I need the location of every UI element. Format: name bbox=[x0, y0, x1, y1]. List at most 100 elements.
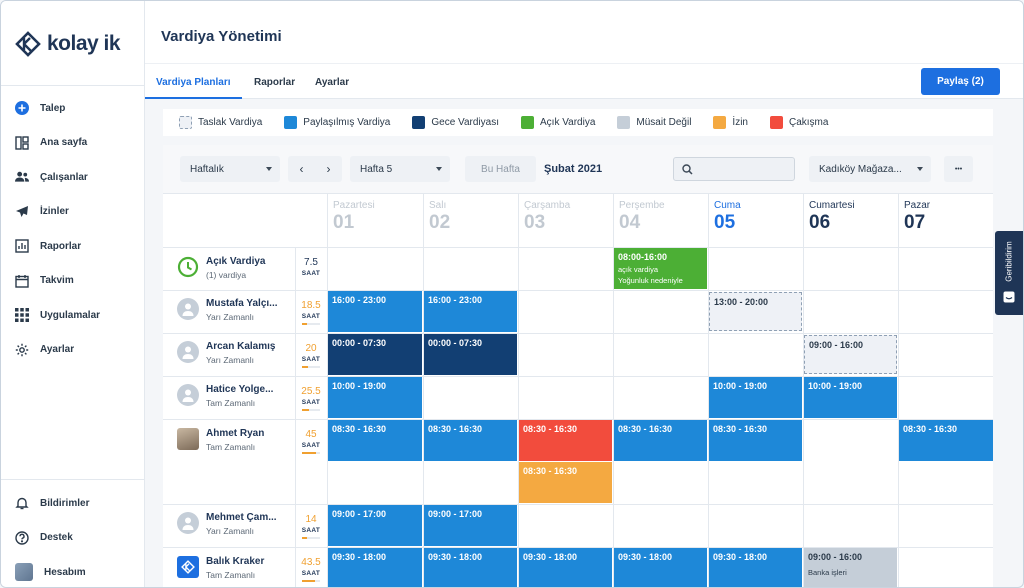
view-select-value: Haftalık bbox=[190, 163, 224, 175]
shift-block[interactable]: 08:30 - 16:30 bbox=[899, 420, 993, 461]
shift-block[interactable]: 08:30 - 16:30 bbox=[709, 420, 802, 461]
share-button[interactable]: Paylaş (2) bbox=[921, 68, 1000, 95]
sidebar-item-izinler[interactable]: İzinler bbox=[1, 195, 144, 230]
hours-summary: 20 SAAT bbox=[295, 343, 327, 368]
location-select[interactable]: Kadıköy Mağaza... bbox=[809, 156, 931, 182]
employee-name: Hatice Yolge... bbox=[206, 384, 274, 395]
bell-icon bbox=[15, 496, 29, 510]
shift-block[interactable]: 10:00 - 19:00 bbox=[804, 377, 897, 418]
shift-block[interactable]: 09:00 - 17:00 bbox=[328, 505, 422, 546]
shift-block[interactable]: 16:00 - 23:00 bbox=[328, 291, 422, 332]
sidebar-item-talep[interactable]: Talep bbox=[1, 91, 144, 126]
shift-conflict[interactable]: 08:30 - 16:30 bbox=[519, 420, 612, 461]
shift-note: Banka işleri bbox=[808, 568, 847, 577]
grid-line bbox=[163, 504, 993, 505]
tab-raporlar[interactable]: Raporlar bbox=[254, 77, 296, 88]
avatar bbox=[177, 298, 199, 320]
kolay-logo-icon bbox=[15, 31, 41, 57]
sidebar-item-takvim[interactable]: Takvim bbox=[1, 264, 144, 299]
brand-logo[interactable]: kolay ik bbox=[15, 31, 121, 57]
sidebar-item-label: Takvim bbox=[40, 275, 74, 287]
employee-name: Ahmet Ryan bbox=[206, 428, 265, 439]
feedback-icon bbox=[1003, 291, 1015, 303]
employee-row-label[interactable]: Ahmet Ryan Tam Zamanlı bbox=[177, 425, 264, 452]
tab-vardiya-planlari[interactable]: Vardiya Planları bbox=[145, 64, 242, 99]
shift-unavailable[interactable]: 09:00 - 16:00 Banka işleri bbox=[804, 548, 897, 587]
sidebar-item-raporlar[interactable]: Raporlar bbox=[1, 229, 144, 264]
legend-label: Açık Vardiya bbox=[540, 117, 596, 128]
this-week-button[interactable]: Bu Hafta bbox=[465, 156, 536, 182]
legend-item: Çakışma bbox=[769, 116, 828, 129]
hours-progress bbox=[302, 366, 320, 368]
employee-row-label[interactable]: Hatice Yolge... Tam Zamanlı bbox=[177, 381, 273, 408]
search-input[interactable] bbox=[673, 157, 795, 181]
shift-block[interactable]: 09:00 - 17:00 bbox=[424, 505, 517, 546]
shift-open[interactable]: 08:00-16:00 açık vardiya Yoğunluk nedeni… bbox=[614, 248, 707, 289]
divider bbox=[1, 479, 144, 480]
hours-progress bbox=[302, 580, 320, 582]
shift-block[interactable]: 09:30 - 18:00 bbox=[519, 548, 612, 587]
sidebar-item-label: Destek bbox=[40, 532, 73, 544]
hours-summary: 18.5 SAAT bbox=[295, 300, 327, 325]
day-name: Cumartesi bbox=[809, 200, 855, 211]
employee-row-label[interactable]: Mustafa Yalçı... Yarı Zamanlı bbox=[177, 295, 278, 322]
sidebar-item-ayarlar[interactable]: Ayarlar bbox=[1, 333, 144, 368]
sidebar-item-label: Ayarlar bbox=[40, 344, 75, 356]
avatar bbox=[177, 428, 199, 450]
avatar bbox=[177, 512, 199, 534]
shift-block[interactable]: 10:00 - 19:00 bbox=[709, 377, 802, 418]
feedback-tab[interactable]: Geribildirim bbox=[995, 231, 1023, 315]
hours-progress bbox=[302, 409, 320, 411]
shift-block[interactable]: 09:30 - 18:00 bbox=[328, 548, 422, 587]
shift-draft[interactable]: 09:00 - 16:00 bbox=[804, 335, 897, 374]
day-number: 02 bbox=[429, 212, 451, 233]
hours-summary: 7.5 SAAT bbox=[295, 257, 327, 277]
chevron-left-icon[interactable]: ‹ bbox=[299, 162, 304, 176]
shift-block[interactable]: 09:30 - 18:00 bbox=[614, 548, 707, 587]
hours-progress-fill bbox=[302, 323, 308, 325]
employee-type: Tam Zamanlı bbox=[206, 442, 256, 452]
view-select[interactable]: Haftalık bbox=[180, 156, 280, 182]
search-icon bbox=[682, 164, 693, 175]
shift-block[interactable]: 10:00 - 19:00 bbox=[328, 377, 422, 418]
sidebar-item-uygulamalar[interactable]: Uygulamalar bbox=[1, 298, 144, 333]
sidebar-item-destek[interactable]: Destek bbox=[1, 521, 144, 556]
shift-legend: Taslak Vardiya Paylaşılmış Vardiya Gece … bbox=[163, 109, 993, 136]
shift-block[interactable]: 09:30 - 18:00 bbox=[424, 548, 517, 587]
week-select[interactable]: Hafta 5 bbox=[350, 156, 450, 182]
chevron-right-icon[interactable]: › bbox=[326, 162, 331, 176]
grid-line bbox=[613, 247, 614, 587]
day-name: Çarşamba bbox=[524, 200, 571, 211]
apps-grid-icon bbox=[15, 308, 29, 323]
sidebar-item-hesabim[interactable]: Hesabım bbox=[1, 555, 144, 587]
help-icon bbox=[15, 531, 29, 545]
date-label: Şubat 2021 bbox=[544, 163, 603, 175]
tab-ayarlar[interactable]: Ayarlar bbox=[315, 77, 350, 88]
sidebar-item-ana-sayfa[interactable]: Ana sayfa bbox=[1, 126, 144, 161]
employee-row-label[interactable]: Arcan Kalamış Yarı Zamanlı bbox=[177, 338, 275, 365]
legend-swatch bbox=[179, 116, 192, 129]
sidebar-item-label: İzinler bbox=[40, 206, 69, 218]
plus-circle-icon bbox=[15, 101, 29, 116]
day-number: 03 bbox=[524, 212, 546, 233]
shift-night[interactable]: 00:00 - 07:30 bbox=[328, 334, 422, 375]
row-sub: (1) vardiya bbox=[206, 270, 247, 280]
shift-block[interactable]: 16:00 - 23:00 bbox=[424, 291, 517, 332]
shift-block[interactable]: 08:30 - 16:30 bbox=[614, 420, 707, 461]
hours-summary: 14 SAAT bbox=[295, 514, 327, 539]
feedback-label: Geribildirim bbox=[1004, 241, 1014, 282]
shift-leave[interactable]: 08:30 - 16:30 bbox=[519, 462, 612, 503]
sidebar-item-calisanlar[interactable]: Çalışanlar bbox=[1, 160, 144, 195]
employee-row-label[interactable]: Balık Kraker Tam Zamanlı bbox=[177, 553, 264, 580]
shift-night[interactable]: 00:00 - 07:30 bbox=[424, 334, 517, 375]
more-options-button[interactable]: ••• bbox=[944, 156, 973, 182]
day-header-sat: Cumartesi 06 bbox=[803, 193, 898, 247]
shift-block[interactable]: 08:30 - 16:30 bbox=[328, 420, 422, 461]
hours-unit: SAAT bbox=[301, 313, 321, 320]
employee-row-label[interactable]: Mehmet Çam... Yarı Zamanlı bbox=[177, 509, 277, 536]
sidebar-item-bildirimler[interactable]: Bildirimler bbox=[1, 486, 144, 521]
shift-draft[interactable]: 13:00 - 20:00 bbox=[709, 292, 802, 331]
shift-block[interactable]: 08:30 - 16:30 bbox=[424, 420, 517, 461]
shift-block[interactable]: 09:30 - 18:00 bbox=[709, 548, 802, 587]
day-name: Salı bbox=[429, 200, 447, 211]
